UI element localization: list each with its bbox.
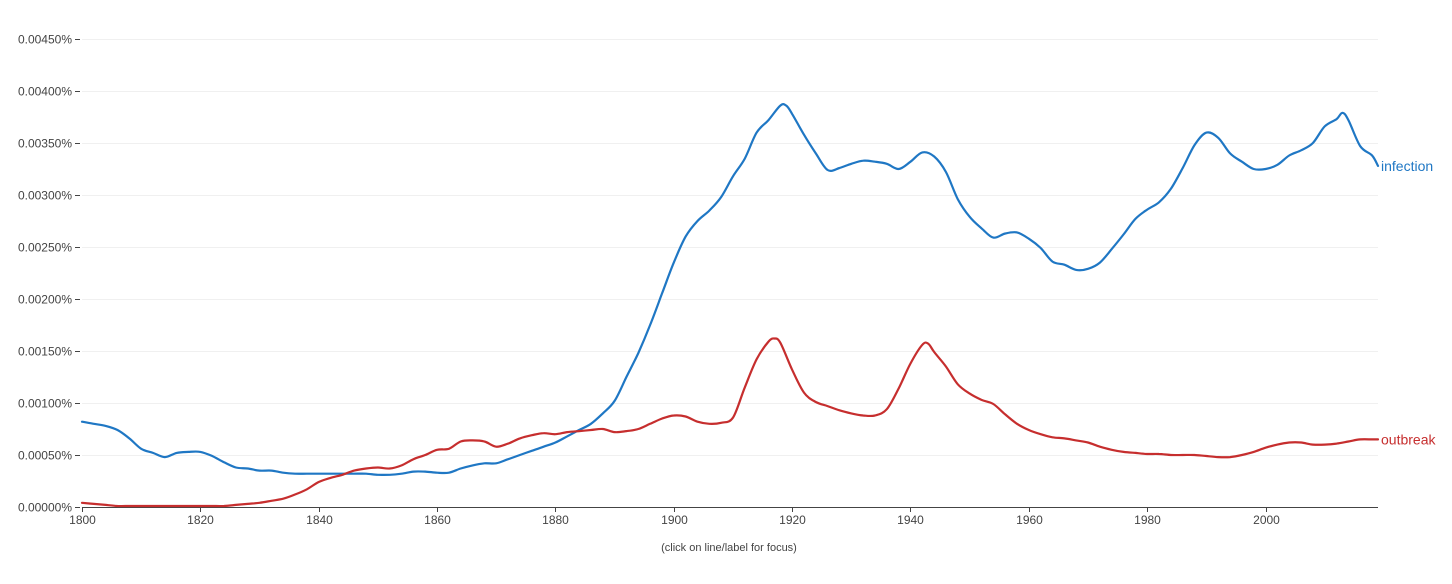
y-tick-label: 0.00450%	[18, 33, 72, 47]
y-tick-label: 0.00100%	[18, 397, 72, 411]
y-tick-label: 0.00400%	[18, 85, 72, 99]
y-axis: 0.00000% 0.00050% 0.00100% 0.00150% 0.00200%…	[18, 33, 80, 515]
series-labels: infection outbreak	[1381, 158, 1436, 448]
focus-hint: (click on line/label for focus)	[661, 542, 797, 554]
series-line-outbreak[interactable]	[80, 337, 1380, 508]
y-tick-label: 0.00200%	[18, 293, 72, 307]
y-tick-label: 0.00300%	[18, 189, 72, 203]
x-tick-label: 1820	[187, 513, 214, 527]
x-tick-label: 1880	[542, 513, 569, 527]
x-axis: 1800 1820 1840 1860 1880 1900 1920 1940 1960 1980…	[69, 507, 1378, 527]
series-line-infection[interactable]	[80, 103, 1380, 476]
y-tick-label: 0.00050%	[18, 449, 72, 463]
x-tick-label: 1920	[779, 513, 806, 527]
y-tick-label: 0.00000%	[18, 501, 72, 515]
series-label-outbreak[interactable]: outbreak	[1381, 431, 1436, 447]
x-tick-label: 1940	[897, 513, 924, 527]
x-tick-label: 1840	[306, 513, 333, 527]
y-tick-label: 0.00250%	[18, 241, 72, 255]
x-tick-label: 1960	[1016, 513, 1043, 527]
x-tick-label: 1900	[661, 513, 688, 527]
y-tick-label: 0.00350%	[18, 137, 72, 151]
series-label-infection[interactable]: infection	[1381, 158, 1433, 174]
x-tick-label: 1800	[69, 513, 96, 527]
x-tick-label: 1980	[1134, 513, 1161, 527]
y-tick-label: 0.00150%	[18, 345, 72, 359]
x-tick-label: 1860	[424, 513, 451, 527]
series-layer	[80, 103, 1380, 508]
grid-layer	[82, 39, 1378, 456]
x-tick-label: 2000	[1253, 513, 1280, 527]
